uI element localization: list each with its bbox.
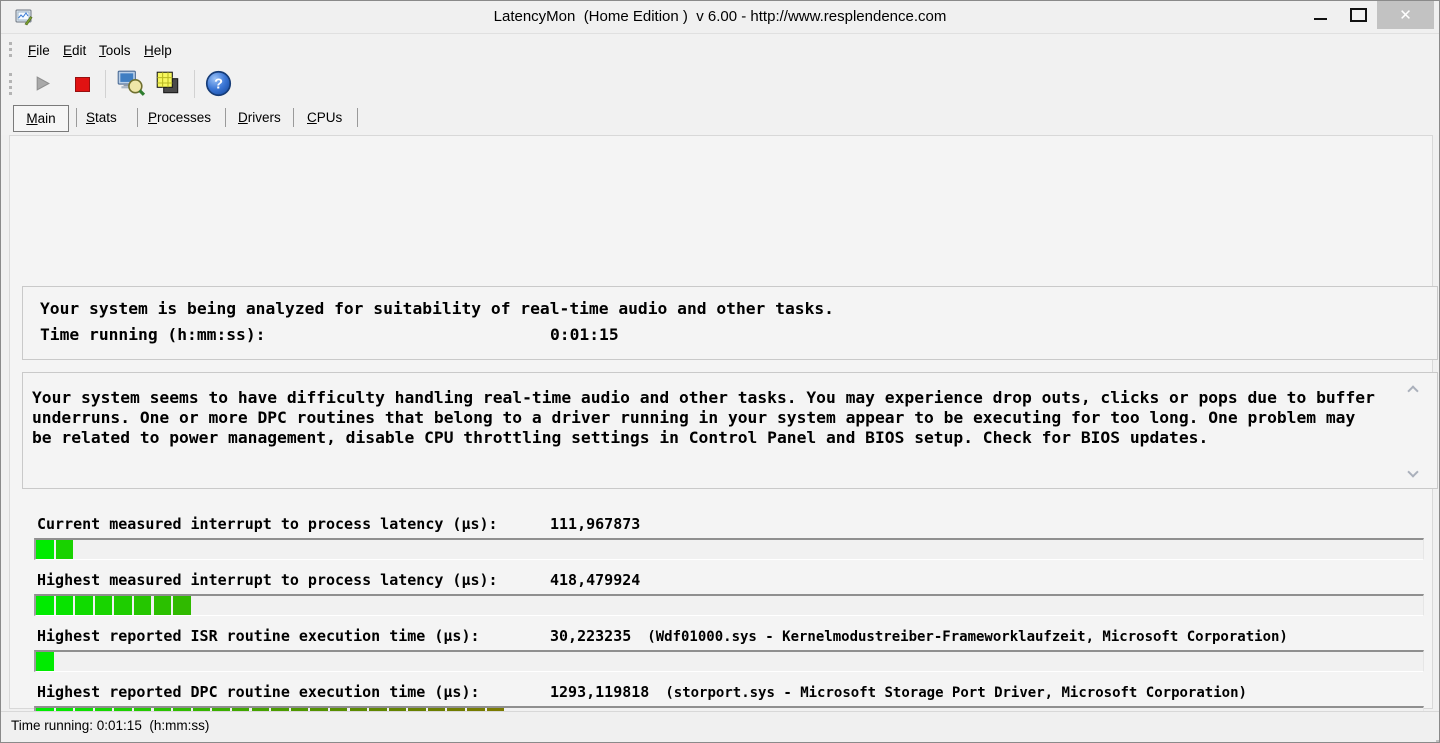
- menu-help[interactable]: Help: [144, 43, 172, 58]
- toolbar-separator: [105, 70, 106, 98]
- main-panel: Your system is being analyzed for suitab…: [9, 135, 1438, 742]
- led-segment: [75, 596, 93, 615]
- metric-note: (Wdf01000.sys - Kernelmodustreiber-Frame…: [647, 629, 1288, 645]
- metric-value: 418,479924: [550, 571, 641, 589]
- time-running-label: Time running (h:mm:ss):: [40, 325, 266, 344]
- tab-separator: [357, 108, 358, 127]
- tab-cpus[interactable]: CPUs: [307, 110, 343, 125]
- toolbar: ?: [1, 64, 1439, 104]
- analyze-button[interactable]: [115, 68, 146, 103]
- metric-label: Highest reported DPC routine execution t…: [37, 683, 480, 701]
- status-time-running: Time running: 0:01:15 (h:mm:ss): [11, 718, 210, 733]
- close-icon: ✕: [1399, 7, 1412, 24]
- tab-separator: [225, 108, 226, 127]
- latency-bar-current: [34, 538, 1424, 560]
- menu-tools[interactable]: Tools: [99, 43, 131, 58]
- toolbar-gripper[interactable]: [9, 73, 12, 95]
- analysis-status-panel: [22, 286, 1438, 360]
- metric-value: 1293,119818 (storport.sys - Microsoft Sto…: [550, 683, 1247, 701]
- menu-file[interactable]: File: [28, 43, 50, 58]
- tab-separator: [76, 108, 77, 127]
- led-segment: [55, 540, 74, 559]
- play-icon: [36, 76, 50, 91]
- led-segment: [55, 596, 74, 615]
- led-segment: [153, 596, 172, 615]
- status-bar: Time running: 0:01:15 (h:mm:ss): [1, 711, 1439, 742]
- metric-label: Current measured interrupt to process la…: [37, 515, 498, 533]
- led-segment: [133, 596, 152, 615]
- tab-strip: Main Stats Processes Drivers CPUs: [1, 104, 1439, 135]
- menubar-gripper[interactable]: [9, 42, 12, 57]
- led-segment: [114, 596, 132, 615]
- metric-label: Highest measured interrupt to process la…: [37, 571, 498, 589]
- analyze-monitor-icon: [117, 70, 146, 96]
- minimize-button[interactable]: [1301, 1, 1339, 29]
- title-bar: LatencyMon (Home Edition ) v 6.00 - http…: [1, 1, 1439, 33]
- metric-value: 111,967873: [550, 515, 641, 533]
- tab-stats[interactable]: Stats: [86, 110, 117, 125]
- tab-separator: [293, 108, 294, 127]
- metric-note: (storport.sys - Microsoft Storage Port D…: [665, 685, 1247, 701]
- help-icon: ?: [205, 70, 232, 97]
- maximize-button[interactable]: [1339, 1, 1377, 29]
- analysis-headline: Your system is being analyzed for suitab…: [40, 299, 834, 318]
- report-squares-icon: [156, 71, 179, 94]
- window-title: LatencyMon (Home Edition ) v 6.00 - http…: [493, 8, 947, 25]
- metric-label: Highest reported ISR routine execution t…: [37, 627, 480, 645]
- tab-drivers[interactable]: Drivers: [238, 110, 281, 125]
- time-running-value: 0:01:15: [550, 325, 619, 344]
- analysis-result-panel: [22, 372, 1438, 489]
- led-segment: [94, 596, 113, 615]
- resize-grip[interactable]: [1432, 736, 1434, 738]
- tab-separator: [137, 108, 138, 127]
- metric-value: 30,223235 (Wdf01000.sys - Kernelmodustrei…: [550, 627, 1288, 645]
- toolbar-separator: [194, 70, 195, 98]
- menu-edit[interactable]: Edit: [63, 43, 87, 58]
- led-segment: [36, 540, 54, 559]
- tab-main[interactable]: Main: [13, 105, 69, 132]
- start-monitor-button[interactable]: [34, 75, 51, 97]
- svg-text:?: ?: [214, 77, 223, 93]
- tab-processes[interactable]: Processes: [148, 110, 212, 125]
- stop-monitor-button[interactable]: [75, 77, 90, 92]
- isr-bar: [34, 650, 1424, 672]
- maximize-icon: [1349, 8, 1367, 22]
- led-segment: [36, 596, 54, 615]
- stop-icon: [75, 77, 90, 92]
- minimize-icon: [1313, 18, 1327, 20]
- report-button[interactable]: [154, 69, 182, 102]
- close-button[interactable]: ✕: [1377, 1, 1434, 29]
- menu-bar: File Edit Tools Help: [1, 33, 1439, 65]
- led-segment: [36, 652, 54, 671]
- analysis-result-text: Your system seems to have difficulty han…: [32, 388, 1375, 447]
- app-icon: [15, 8, 33, 31]
- led-segment: [173, 596, 191, 615]
- help-button[interactable]: ?: [205, 70, 232, 102]
- latency-bar-highest: [34, 594, 1424, 616]
